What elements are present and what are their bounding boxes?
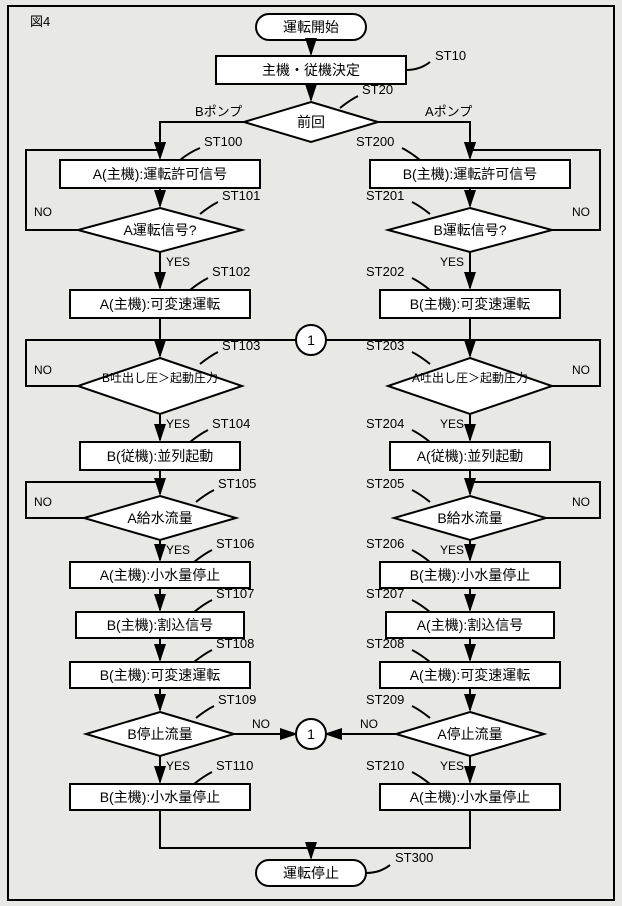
svg-text:NO: NO [34, 363, 52, 377]
svg-text:ST104: ST104 [212, 416, 250, 431]
svg-text:ST208: ST208 [366, 636, 404, 651]
svg-text:ST210: ST210 [366, 758, 404, 773]
svg-text:ST201: ST201 [366, 188, 404, 203]
svg-text:ST200: ST200 [356, 134, 394, 149]
svg-text:YES: YES [440, 255, 464, 269]
svg-text:B(主機):可変速運転: B(主機):可変速運転 [100, 667, 221, 683]
svg-text:B吐出し圧＞起動圧力: B吐出し圧＞起動圧力 [102, 371, 218, 385]
svg-text:A(主機):小水量停止: A(主機):小水量停止 [100, 567, 221, 583]
svg-text:ST205: ST205 [366, 476, 404, 491]
flowchart-page: 図4 運転開始 主機・従機決定 ST10 前回 ST20 Bポンプ Aポンプ A… [0, 0, 622, 906]
svg-text:NO: NO [360, 717, 378, 731]
svg-text:YES: YES [440, 759, 464, 773]
svg-text:ST10: ST10 [435, 48, 466, 63]
svg-text:B運転信号?: B運転信号? [433, 222, 506, 238]
svg-text:ST206: ST206 [366, 536, 404, 551]
svg-text:ST300: ST300 [395, 850, 433, 865]
svg-text:ST209: ST209 [366, 692, 404, 707]
svg-text:NO: NO [252, 717, 270, 731]
svg-text:A(主機):可変速運転: A(主機):可変速運転 [100, 296, 221, 312]
svg-text:A(主機):割込信号: A(主機):割込信号 [417, 617, 524, 633]
svg-text:NO: NO [572, 363, 590, 377]
svg-text:NO: NO [572, 205, 590, 219]
svg-text:ST204: ST204 [366, 416, 404, 431]
svg-text:ST106: ST106 [216, 536, 254, 551]
svg-text:NO: NO [34, 495, 52, 509]
svg-text:A運転信号?: A運転信号? [123, 222, 196, 238]
svg-text:運転開始: 運転開始 [283, 19, 339, 35]
svg-text:主機・従機決定: 主機・従機決定 [262, 62, 360, 78]
svg-text:ST101: ST101 [222, 188, 260, 203]
svg-text:運転停止: 運転停止 [283, 865, 339, 881]
svg-text:Aポンプ: Aポンプ [425, 104, 472, 119]
svg-text:NO: NO [572, 495, 590, 509]
svg-text:前回: 前回 [297, 114, 325, 130]
fig-label: 図4 [30, 14, 50, 29]
svg-text:B(主機):小水量停止: B(主機):小水量停止 [100, 789, 221, 805]
svg-text:B(主機):小水量停止: B(主機):小水量停止 [410, 567, 531, 583]
st103-diamond [78, 358, 242, 414]
svg-text:A停止流量: A停止流量 [437, 726, 502, 742]
svg-text:ST103: ST103 [222, 338, 260, 353]
svg-text:B給水流量: B給水流量 [437, 510, 502, 526]
svg-text:ST110: ST110 [216, 758, 253, 773]
svg-text:A給水流量: A給水流量 [127, 510, 192, 526]
flowchart-svg: 図4 運転開始 主機・従機決定 ST10 前回 ST20 Bポンプ Aポンプ A… [0, 0, 622, 906]
svg-text:ST102: ST102 [212, 264, 250, 279]
svg-text:ST100: ST100 [204, 134, 242, 149]
svg-text:ST20: ST20 [362, 82, 393, 97]
svg-text:ST105: ST105 [218, 476, 256, 491]
svg-text:B(主機):可変速運転: B(主機):可変速運転 [410, 296, 531, 312]
svg-text:1: 1 [307, 332, 315, 348]
svg-text:ST108: ST108 [216, 636, 254, 651]
svg-text:B(主機):割込信号: B(主機):割込信号 [107, 617, 214, 633]
svg-text:B(従機):並列起動: B(従機):並列起動 [107, 448, 214, 464]
svg-text:YES: YES [166, 255, 190, 269]
svg-text:ST107: ST107 [216, 586, 254, 601]
svg-text:YES: YES [166, 417, 190, 431]
svg-text:YES: YES [166, 759, 190, 773]
svg-text:A吐出し圧＞起動圧力: A吐出し圧＞起動圧力 [412, 371, 528, 385]
st203-diamond [388, 358, 552, 414]
svg-text:YES: YES [440, 543, 464, 557]
svg-text:A(従機):並列起動: A(従機):並列起動 [417, 448, 524, 464]
svg-text:YES: YES [166, 543, 190, 557]
svg-text:ST207: ST207 [366, 586, 404, 601]
svg-text:A(主機):小水量停止: A(主機):小水量停止 [410, 789, 531, 805]
svg-text:B(主機):運転許可信号: B(主機):運転許可信号 [403, 166, 538, 182]
svg-text:A(主機):可変速運転: A(主機):可変速運転 [410, 667, 531, 683]
svg-text:B停止流量: B停止流量 [127, 726, 192, 742]
svg-text:ST109: ST109 [218, 692, 256, 707]
svg-text:ST202: ST202 [366, 264, 404, 279]
svg-text:Bポンプ: Bポンプ [195, 104, 242, 119]
svg-text:A(主機):運転許可信号: A(主機):運転許可信号 [93, 166, 228, 182]
svg-text:YES: YES [440, 417, 464, 431]
svg-text:1: 1 [307, 726, 315, 742]
svg-text:NO: NO [34, 205, 52, 219]
